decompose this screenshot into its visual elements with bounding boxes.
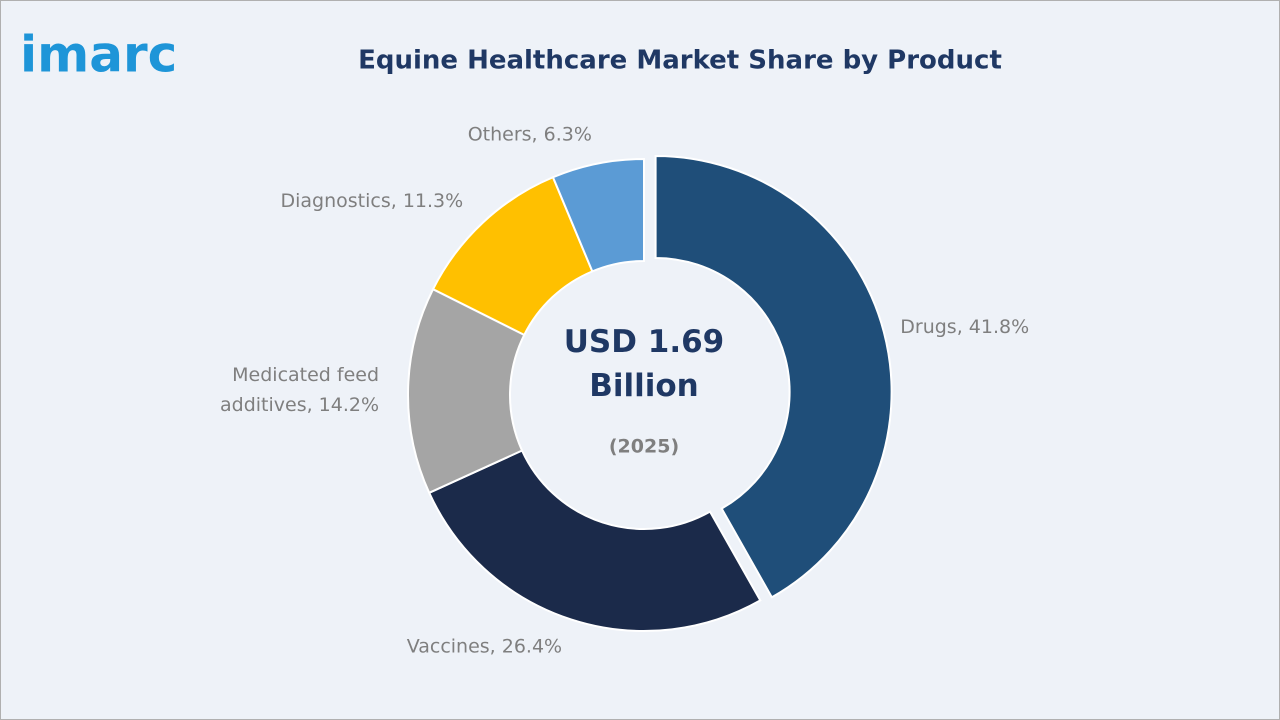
center-subtext: (2025) [609, 436, 679, 458]
data-label: Vaccines, 26.4% [407, 636, 562, 658]
logo: imarc [20, 26, 177, 84]
center-text: USD 1.69 Billion [564, 324, 725, 404]
donut-slice [551, 157, 645, 273]
data-label: Others, 6.3% [468, 124, 592, 146]
donut-slice [427, 449, 762, 632]
data-label: Diagnostics, 11.3% [280, 190, 463, 212]
donut-slice [654, 154, 893, 599]
chart-title: Equine Healthcare Market Share by Produc… [358, 46, 1002, 76]
data-label: Drugs, 41.8% [900, 316, 1029, 338]
data-label: Medicated feed additives, 14.2% [220, 364, 379, 416]
